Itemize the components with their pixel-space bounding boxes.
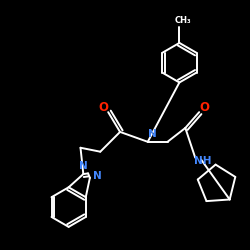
Text: O: O [98,101,108,114]
Text: N: N [94,171,102,181]
Text: O: O [199,101,209,114]
Text: NH: NH [194,156,212,166]
Text: CH₃: CH₃ [175,16,192,25]
Text: N: N [148,129,157,139]
Text: N: N [79,161,88,171]
